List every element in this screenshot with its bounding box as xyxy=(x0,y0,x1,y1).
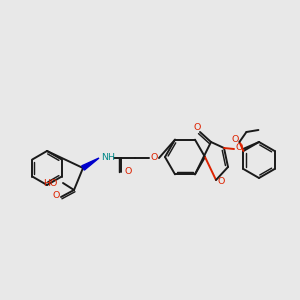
Text: HO: HO xyxy=(44,179,58,188)
Text: O: O xyxy=(232,134,239,143)
Text: O: O xyxy=(235,143,243,152)
Text: O: O xyxy=(193,122,201,131)
Polygon shape xyxy=(82,158,99,170)
Text: O: O xyxy=(124,167,132,176)
Text: O: O xyxy=(150,152,158,161)
Text: O: O xyxy=(217,178,225,187)
Text: O: O xyxy=(52,191,60,200)
Text: NH: NH xyxy=(101,152,115,161)
